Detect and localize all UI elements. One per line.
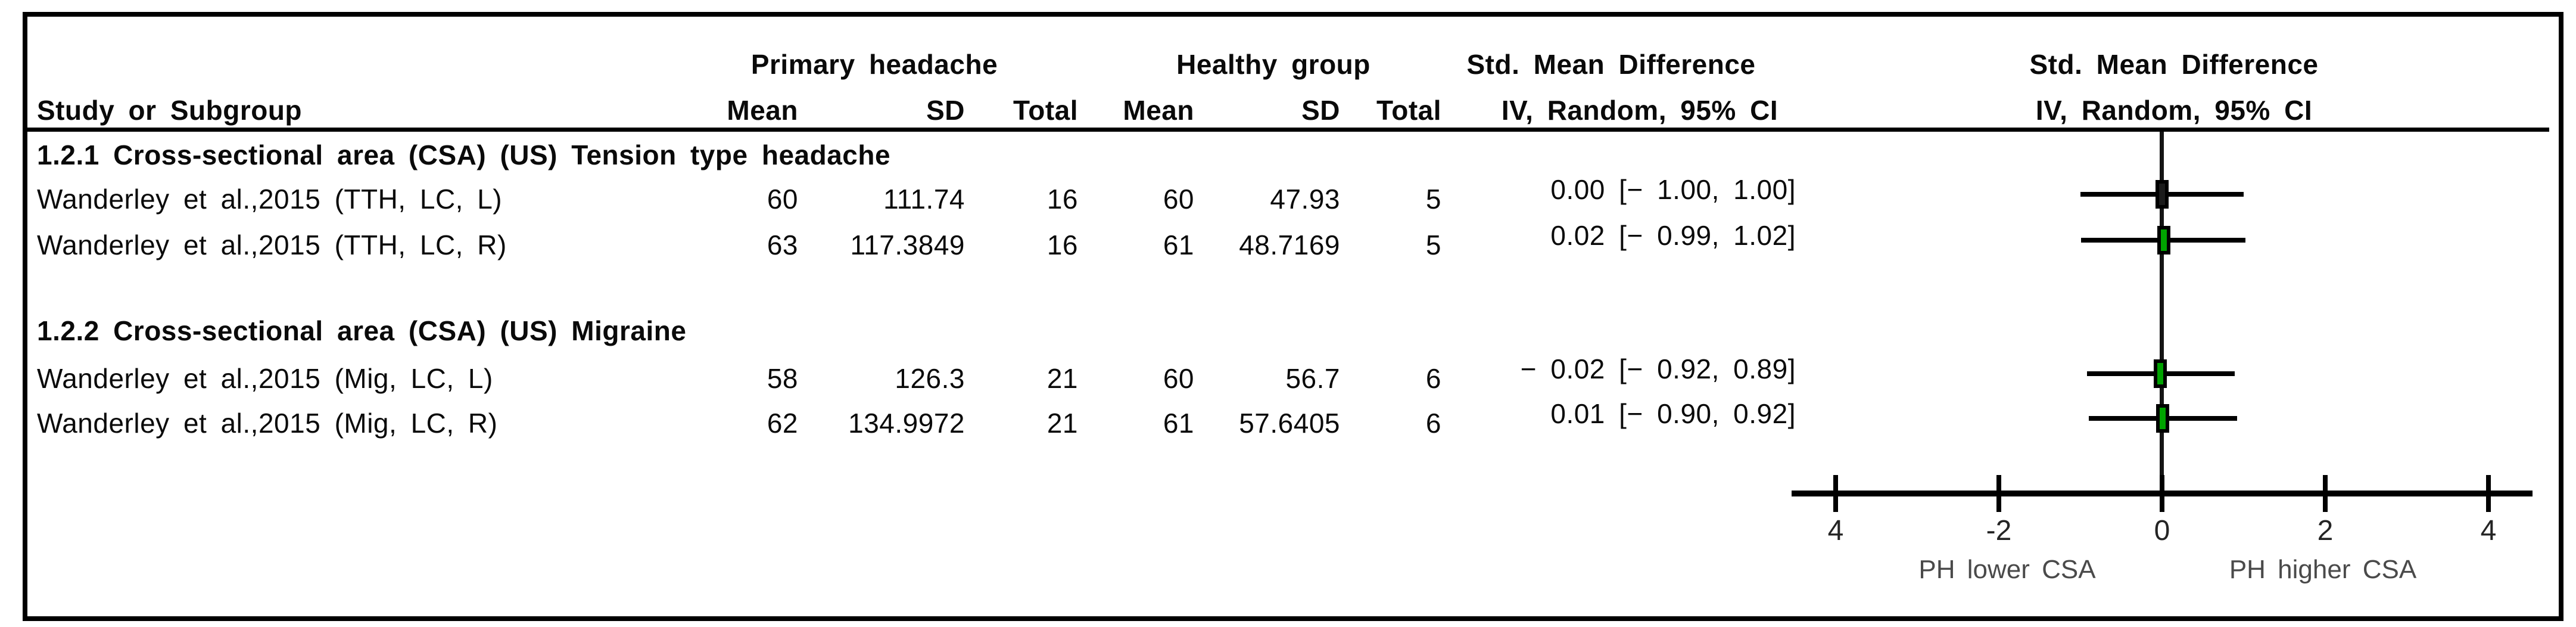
ph-total-value: 21 (1046, 363, 1078, 394)
ci-text: 0.02 [− 0.99, 1.02] (1550, 220, 1796, 251)
x-axis-tick (2323, 475, 2328, 512)
axis-right-direction-label: PH higher CSA (2229, 555, 2417, 584)
x-tick-label: 0 (2154, 515, 2170, 547)
ph-mean-value: 60 (767, 184, 798, 215)
hg-mean-value: 61 (1163, 229, 1194, 260)
hg-mean-value: 61 (1163, 408, 1194, 439)
ph-total-value: 16 (1046, 184, 1078, 215)
ph-total-value: 16 (1046, 229, 1078, 260)
hg-total-value: 5 (1425, 184, 1441, 215)
group1-header: Primary headache (750, 49, 998, 80)
hg-total-value: 6 (1425, 363, 1441, 394)
hg-sd-value: 56.7 (1285, 363, 1340, 394)
hg-mean-value: 60 (1163, 184, 1194, 215)
effect-marker-row2 (2157, 226, 2170, 254)
axis-left-direction-label: PH lower CSA (1918, 555, 2096, 584)
x-axis-tick (1996, 475, 2001, 512)
hg-total-value: 6 (1425, 408, 1441, 439)
hg-total-value: 5 (1425, 229, 1441, 260)
hg-sd-value: 47.93 (1270, 184, 1340, 215)
model-plot-column-header: IV, Random, 95% CI (2035, 95, 2313, 126)
group2-header: Healthy group (1176, 49, 1370, 80)
smd-plot-column-header: Std. Mean Difference (2029, 49, 2319, 80)
subgroup-title-2: 1.2.2 Cross-sectional area (CSA) (US) Mi… (37, 315, 687, 346)
ph-sd-value: 117.3849 (850, 229, 965, 260)
study-label: Wanderley et al.,2015 (TTH, LC, L) (37, 184, 503, 215)
header-rule (27, 128, 2549, 132)
study-label: Wanderley et al.,2015 (TTH, LC, R) (37, 229, 507, 260)
study-label: Wanderley et al.,2015 (Mig, LC, R) (37, 408, 498, 439)
ph-sd-value: 111.74 (883, 184, 965, 215)
ph-mean-value: 63 (767, 229, 798, 260)
figure-frame (23, 12, 2563, 621)
x-tick-label: 4 (1827, 515, 1844, 547)
x-axis-tick (1833, 475, 1838, 512)
hg-sd-value: 57.6405 (1239, 408, 1340, 439)
hg-total-header: Total (1376, 95, 1441, 126)
ph-total-header: Total (1013, 95, 1078, 126)
effect-marker-row4 (2156, 404, 2169, 433)
x-tick-label: -2 (1986, 515, 2012, 547)
subgroup-title-1: 1.2.1 Cross-sectional area (CSA) (US) Te… (37, 139, 891, 170)
hg-sd-value: 48.7169 (1239, 229, 1340, 260)
ph-sd-value: 134.9972 (848, 408, 965, 439)
hg-mean-value: 60 (1163, 363, 1194, 394)
model-text-column-header: IV, Random, 95% CI (1501, 95, 1778, 126)
ph-mean-header: Mean (727, 95, 798, 126)
study-column-header: Study or Subgroup (37, 95, 303, 126)
ci-text: 0.00 [− 1.00, 1.00] (1550, 174, 1796, 205)
ph-total-value: 21 (1046, 408, 1078, 439)
effect-marker-row3 (2154, 359, 2167, 388)
hg-sd-header: SD (1301, 95, 1340, 126)
ph-mean-value: 58 (767, 363, 798, 394)
study-label: Wanderley et al.,2015 (Mig, LC, L) (37, 363, 493, 394)
x-tick-label: 2 (2317, 515, 2334, 547)
x-axis-tick (2160, 475, 2164, 512)
ph-mean-value: 62 (767, 408, 798, 439)
x-tick-label: 4 (2480, 515, 2497, 547)
x-axis-tick (2486, 475, 2491, 512)
smd-text-column-header: Std. Mean Difference (1466, 49, 1756, 80)
zero-effect-line (2160, 132, 2164, 495)
ci-text: 0.01 [− 0.90, 0.92] (1550, 398, 1796, 429)
ci-text: − 0.02 [− 0.92, 0.89] (1520, 353, 1796, 384)
effect-marker-row1 (2156, 180, 2169, 209)
ph-sd-value: 126.3 (895, 363, 965, 394)
hg-mean-header: Mean (1123, 95, 1194, 126)
ph-sd-header: SD (926, 95, 965, 126)
